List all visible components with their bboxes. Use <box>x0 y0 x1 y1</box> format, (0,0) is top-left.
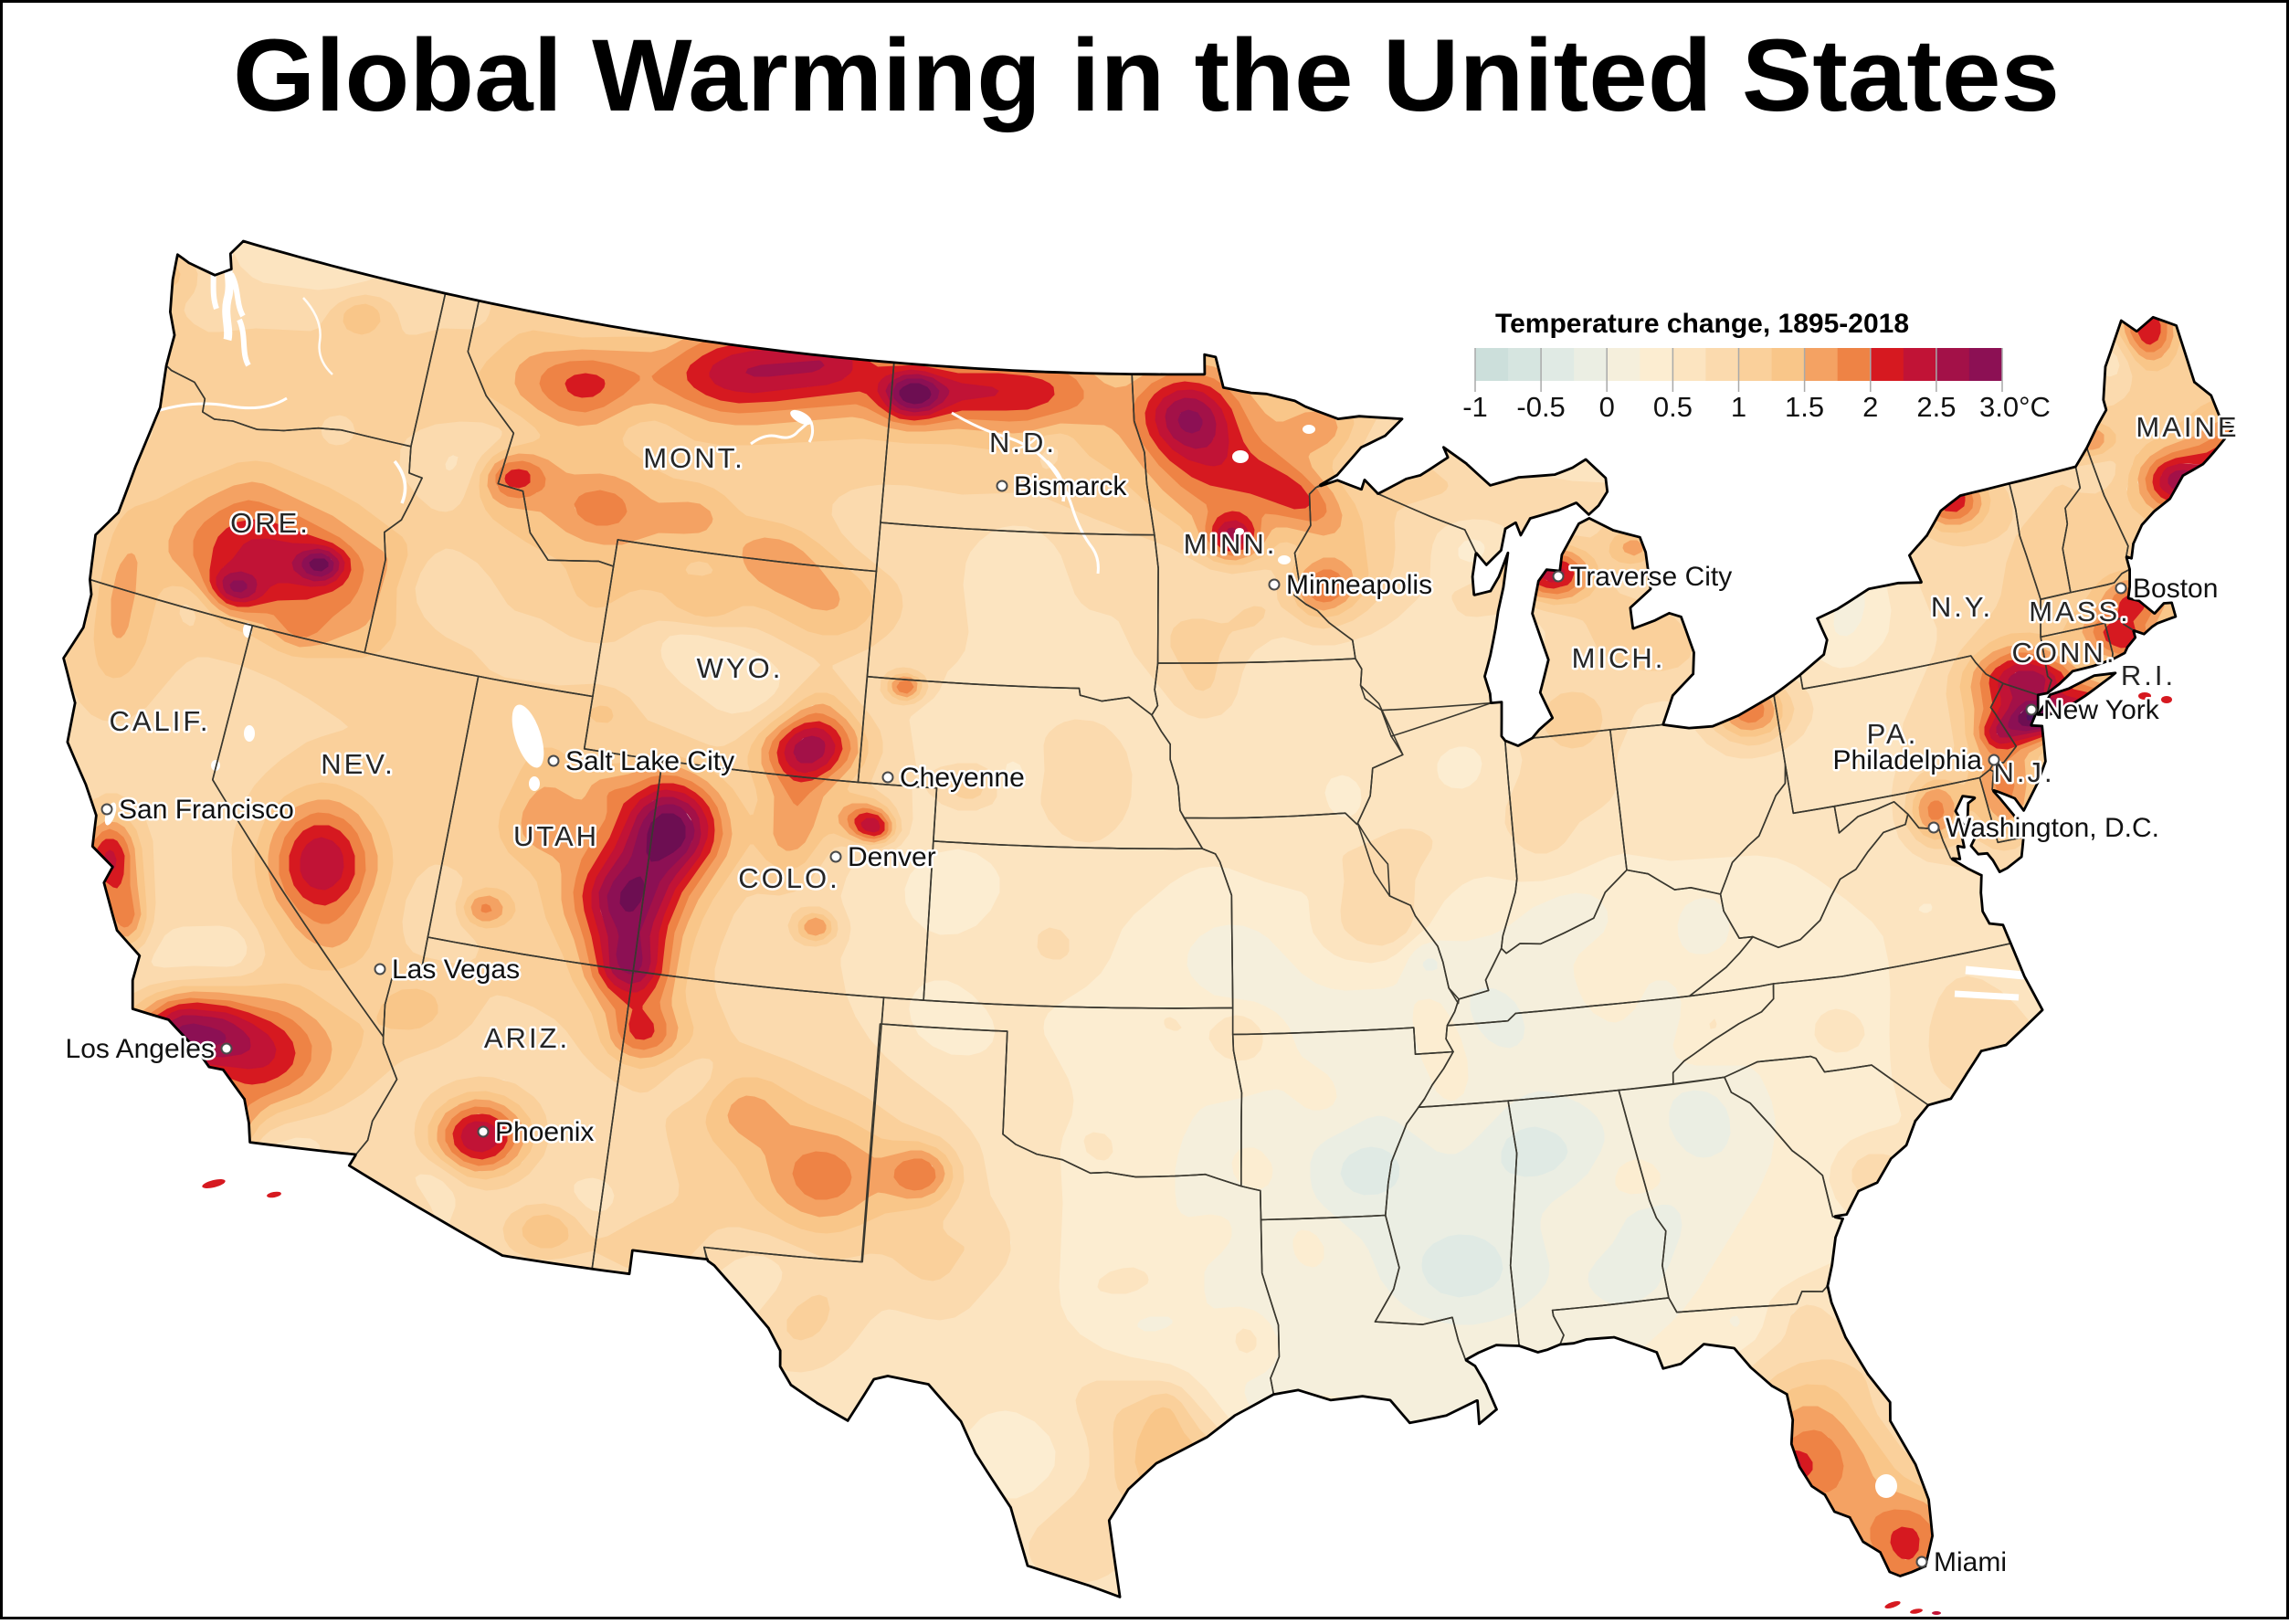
svg-text:R.I.: R.I. <box>2121 659 2176 691</box>
svg-text:2: 2 <box>1862 391 1878 423</box>
svg-text:Global Warming in the United S: Global Warming in the United States <box>233 18 2060 132</box>
svg-text:UTAH: UTAH <box>513 820 599 852</box>
svg-text:N.Y.: N.Y. <box>1931 591 1993 623</box>
svg-text:CONN.: CONN. <box>2012 637 2117 669</box>
svg-text:PA.: PA. <box>1867 718 1919 750</box>
svg-text:-1: -1 <box>1462 391 1488 423</box>
svg-text:3.0°C: 3.0°C <box>1979 391 2051 423</box>
svg-text:San Francisco: San Francisco <box>119 795 294 825</box>
svg-text:Temperature change, 1895-2018: Temperature change, 1895-2018 <box>1495 309 1909 339</box>
svg-text:Salt Lake City: Salt Lake City <box>565 746 734 776</box>
svg-text:Traverse City: Traverse City <box>1570 562 1732 592</box>
svg-text:N.J.: N.J. <box>1993 756 2054 788</box>
svg-text:MAINE: MAINE <box>2136 411 2239 443</box>
svg-text:WYO.: WYO. <box>697 652 784 684</box>
svg-text:CALIF.: CALIF. <box>109 705 210 737</box>
svg-text:Boston: Boston <box>2133 574 2218 604</box>
svg-text:New York: New York <box>2043 695 2160 725</box>
svg-text:MONT.: MONT. <box>643 442 744 474</box>
svg-text:MICH.: MICH. <box>1572 642 1666 674</box>
svg-text:ARIZ.: ARIZ. <box>484 1022 570 1054</box>
svg-text:Denver: Denver <box>848 842 936 872</box>
svg-text:ORE.: ORE. <box>230 507 311 539</box>
svg-text:Washington, D.C.: Washington, D.C. <box>1946 813 2159 843</box>
svg-text:Minneapolis: Minneapolis <box>1286 570 1432 600</box>
svg-text:Las Vegas: Las Vegas <box>392 954 520 985</box>
svg-text:N.D.: N.D. <box>989 427 1057 459</box>
svg-text:MINN.: MINN. <box>1184 528 1278 560</box>
svg-text:Los Angeles: Los Angeles <box>66 1034 215 1064</box>
svg-text:1.5: 1.5 <box>1785 391 1824 423</box>
svg-text:-0.5: -0.5 <box>1516 391 1565 423</box>
svg-text:2.5: 2.5 <box>1916 391 1956 423</box>
svg-text:Bismarck: Bismarck <box>1014 471 1127 501</box>
svg-text:Cheyenne: Cheyenne <box>900 763 1025 793</box>
svg-text:NEV.: NEV. <box>321 748 396 780</box>
svg-text:MASS.: MASS. <box>2029 596 2130 627</box>
svg-text:0.5: 0.5 <box>1653 391 1693 423</box>
svg-text:1: 1 <box>1731 391 1746 423</box>
svg-text:0: 0 <box>1599 391 1615 423</box>
svg-text:COLO.: COLO. <box>738 862 839 894</box>
svg-text:Miami: Miami <box>1934 1547 2007 1577</box>
svg-text:Phoenix: Phoenix <box>495 1117 594 1147</box>
svg-text:Philadelphia: Philadelphia <box>1833 745 1983 775</box>
